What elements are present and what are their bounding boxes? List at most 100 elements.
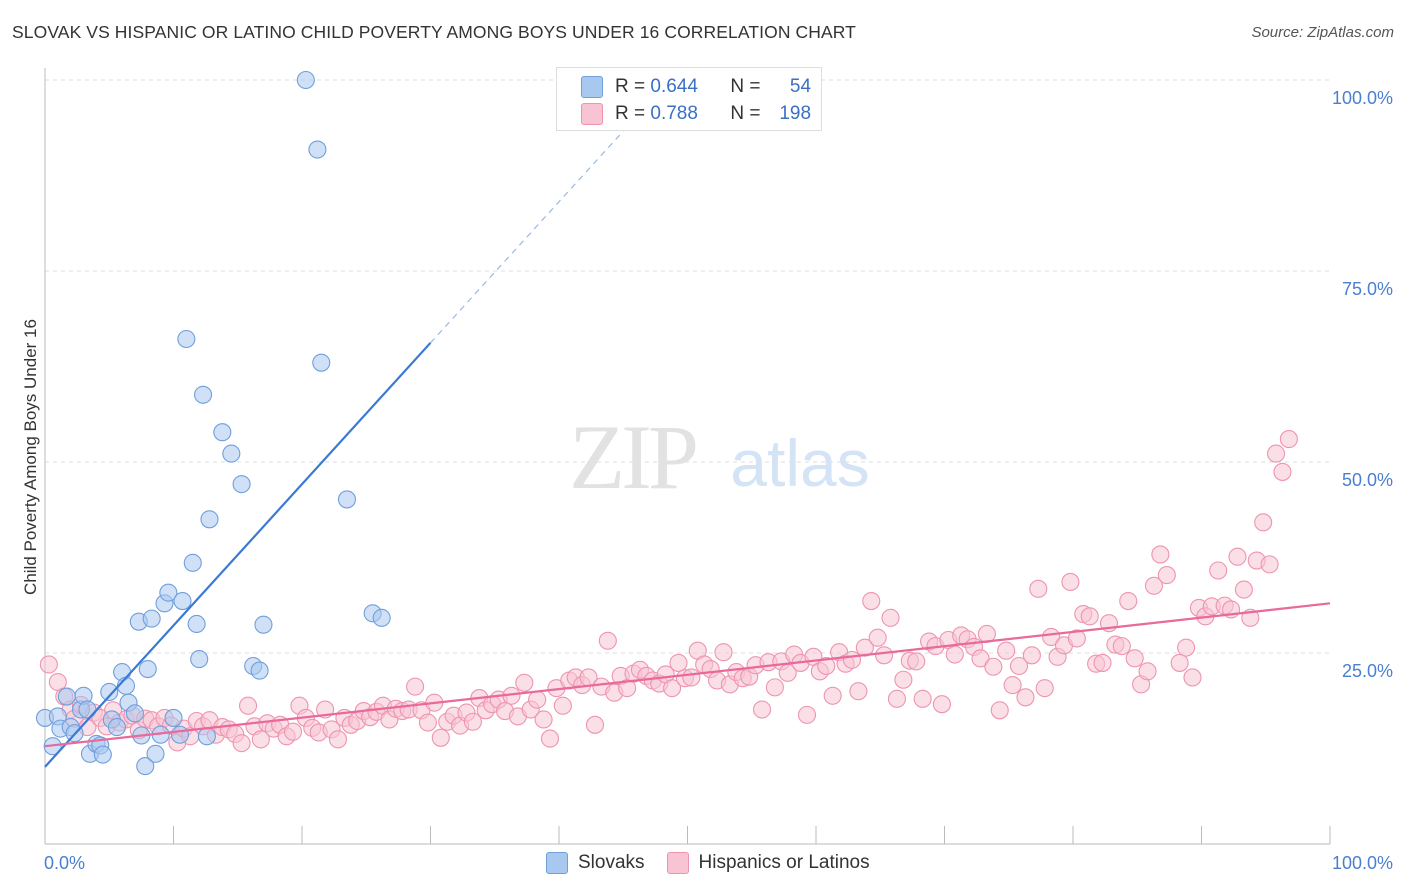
hispanic-point [1260,555,1279,574]
hispanic-point [328,730,348,749]
hispanic-point [1016,688,1035,707]
hispanic-point [907,652,926,671]
slovak-point [142,609,161,628]
slovak-point [372,608,391,627]
hispanic-point [1183,668,1202,687]
slovak-trend-extension [430,130,624,344]
hispanic-point [797,705,817,724]
hispanic-point [1138,662,1157,681]
hispanic-point [534,710,553,729]
hispanic-point [1061,572,1080,591]
series-legend: Slovaks Hispanics or Latinos [546,852,892,874]
slovak-point [183,553,202,572]
legend-n-label: N = [730,103,761,124]
slovak-trend-line [44,342,432,768]
slovak-point [78,700,97,719]
slovak-points [35,70,391,776]
hispanic-point [765,678,784,697]
slovak-point [194,385,213,404]
slovak-point [146,744,165,763]
hispanic-point [1254,513,1273,532]
slovak-point [170,725,189,744]
hispanic-point [752,700,772,719]
hispanic-point [945,645,964,664]
correlation-legend: R = 0.644 N = 54 R = 0.788 N = 198 [556,67,822,131]
hispanic-point [823,686,842,705]
legend-row-hispanics: R = 0.788 N = 198 [581,101,811,127]
legend-label: Slovaks [578,852,645,873]
hispanic-point [232,734,251,753]
legend-item-hispanics[interactable]: Hispanics or Latinos [666,852,870,874]
slovak-point [308,140,327,159]
slovak-point [138,659,157,679]
hispanic-point [406,677,425,696]
slovak-point [125,704,144,723]
slovak-point [187,614,206,634]
hispanic-point [1009,656,1029,676]
hispanic-point [1003,676,1022,695]
legend-r-label: R = [615,76,646,97]
hispanic-point [251,730,270,749]
hispanic-point [1119,591,1138,611]
legend-r-label: R = [615,103,646,124]
gridlines [45,79,1330,654]
hispanic-point [990,701,1009,720]
slovak-point [57,687,76,706]
y-tick-label: 25.0% [1342,661,1393,681]
slovak-point [136,757,155,776]
slovak-point [159,583,178,602]
hispanic-point [862,591,881,611]
source-label: Source: ZipAtlas.com [1251,24,1394,41]
hispanic-point [283,722,303,741]
hispanic-point [1209,561,1228,580]
hispanic-point [1029,579,1048,598]
hispanic-point [238,696,258,715]
hispanic-point [1035,679,1054,698]
hispanic-point [971,649,990,668]
hispanic-point [1157,566,1176,585]
legend-item-slovaks[interactable]: Slovaks [546,852,645,874]
hispanic-point [849,682,868,701]
slovak-point [93,745,112,764]
legend-r-value: 0.644 [650,76,698,97]
watermark-atlas: atlas [730,426,869,500]
slovak-point [222,444,241,463]
hispanic-point [515,673,534,692]
legend-swatch-blue [546,852,568,874]
hispanic-point [663,679,682,698]
slovak-point [164,708,183,727]
hispanic-point [932,695,951,714]
hispanic-point [418,713,437,732]
hispanic-point [997,641,1016,660]
hispanic-point [1022,646,1041,665]
slovak-point [213,423,232,442]
legend-n-value: 198 [779,103,812,124]
legend-swatch-pink [581,103,603,125]
slovak-point [190,650,209,669]
hispanic-point [598,631,617,650]
slovak-point [173,591,192,611]
hispanic-point [463,712,482,731]
hispanic-point [39,655,58,674]
hispanic-point [984,657,1003,676]
slovak-point [254,615,273,634]
hispanic-point [1279,430,1298,449]
hispanic-point [553,696,572,715]
hispanic-trend-line [44,602,1331,748]
tick-labels: 100.0% 75.0% 50.0% 25.0% 0.0% 100.0% [44,88,1393,873]
x-tick-label: 0.0% [44,853,85,873]
slovak-point [312,353,331,372]
hispanic-point [528,690,547,709]
hispanic-point [1042,627,1061,647]
hispanic-point [1273,462,1292,481]
slovak-point [177,329,196,349]
hispanic-point [1177,638,1196,657]
hispanic-point [1112,637,1131,656]
y-tick-label: 100.0% [1332,88,1393,108]
legend-swatch-pink [666,852,689,874]
hispanic-point [1067,629,1086,648]
hispanic-point [842,650,862,669]
hispanic-point [431,728,450,747]
hispanic-point [868,628,887,647]
